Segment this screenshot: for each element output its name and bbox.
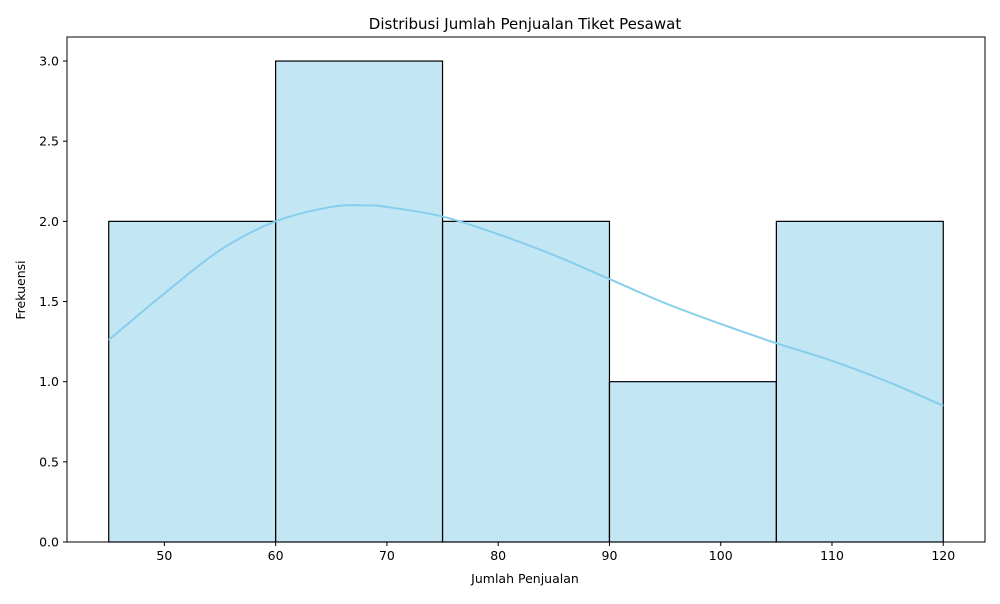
plot-frame [66, 36, 986, 543]
kde-layer [108, 204, 944, 407]
x-tick-label: 100 [709, 548, 733, 563]
chart-title: Distribusi Jumlah Penjualan Tiket Pesawa… [369, 15, 682, 33]
histogram-bar-4 [608, 381, 777, 543]
histogram-bar-2 [275, 60, 444, 543]
y-tick-label: 0.0 [39, 535, 59, 550]
y-tick-label: 3.0 [39, 54, 59, 69]
y-tick-label: 1.0 [39, 374, 59, 389]
y-axis-label: Frekuensi [13, 260, 28, 319]
x-axis-label: Jumlah Penjualan [470, 571, 579, 586]
x-tick-label: 120 [931, 548, 955, 563]
histogram-bar-1 [108, 220, 277, 543]
histogram-bar-3 [441, 220, 611, 543]
y-tick-label: 0.5 [39, 454, 59, 469]
y-tick-label: 1.5 [39, 294, 59, 309]
x-ticks: 50 60 70 80 90 100 110 120 [156, 542, 955, 563]
y-tick-label: 2.5 [39, 134, 59, 149]
y-tick-label: 2.0 [39, 214, 59, 229]
bars-layer [108, 60, 944, 543]
x-tick-label: 50 [156, 548, 172, 563]
histogram-bar-5 [775, 220, 944, 543]
kde-curve [108, 204, 944, 407]
x-tick-label: 70 [379, 548, 395, 563]
axes-layer [66, 36, 986, 543]
x-tick-label: 90 [602, 548, 618, 563]
x-tick-label: 80 [490, 548, 506, 563]
x-tick-label: 60 [268, 548, 284, 563]
y-ticks: 0.0 0.5 1.0 1.5 2.0 2.5 3.0 [39, 54, 67, 550]
x-tick-label: 110 [820, 548, 844, 563]
